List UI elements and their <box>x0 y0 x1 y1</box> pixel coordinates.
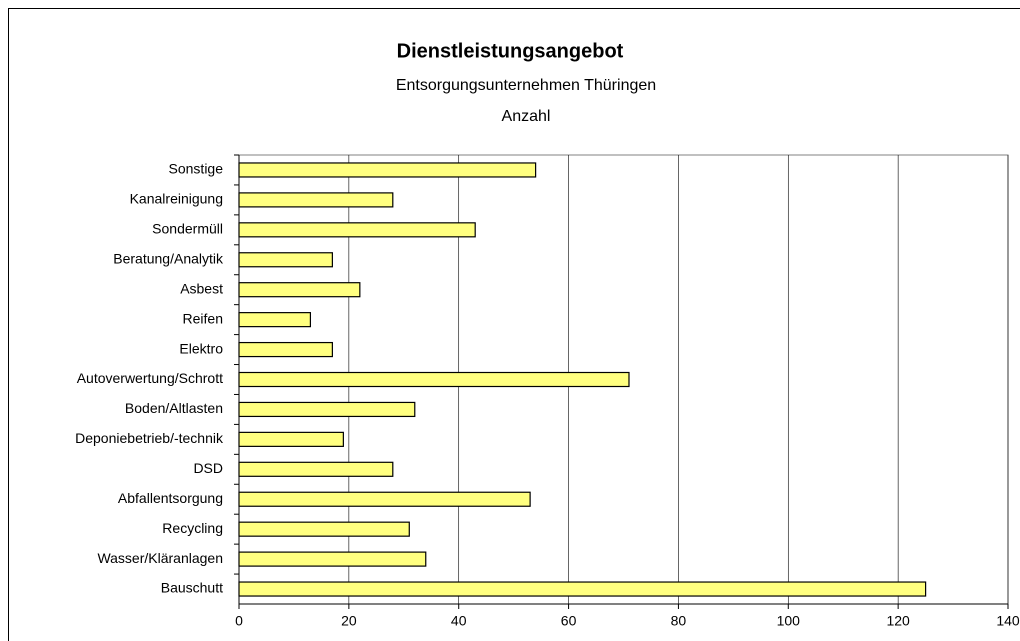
y-tick-label: DSD <box>193 460 223 476</box>
bar <box>238 192 394 208</box>
bar <box>238 581 927 597</box>
y-tick-label: Reifen <box>183 310 223 326</box>
y-tick-label: Beratung/Analytik <box>113 250 224 266</box>
bar <box>238 431 344 447</box>
x-tick-label: 80 <box>671 613 687 629</box>
bar <box>238 461 394 477</box>
x-tick-label: 60 <box>561 613 577 629</box>
x-tick-label: 120 <box>886 613 910 629</box>
bar <box>238 401 416 418</box>
y-tick-label: Boden/Altlasten <box>125 400 223 416</box>
y-tick-label: Kanalreinigung <box>130 191 223 207</box>
bar <box>238 521 410 537</box>
bar <box>238 282 361 298</box>
axis-label: Anzahl <box>502 108 551 125</box>
y-tick-label: Sonstige <box>169 161 224 177</box>
x-tick-label: 40 <box>451 613 467 629</box>
y-tick-label: Autoverwertung/Schrott <box>77 370 223 386</box>
y-tick-label: Wasser/Kläranlagen <box>97 550 223 566</box>
y-tick-label: Recycling <box>162 520 223 536</box>
bar <box>238 341 333 358</box>
x-tick-label: 20 <box>341 613 357 629</box>
y-tick-label: Sondermüll <box>152 221 223 237</box>
chart-subtitle: Entsorgungsunternehmen Thüringen <box>396 77 656 94</box>
x-tick-label: 0 <box>235 613 243 629</box>
bar <box>238 551 427 567</box>
bar <box>238 222 476 238</box>
y-tick-label: Elektro <box>179 340 223 356</box>
chart-title: Dienstleistungsangebot <box>397 40 624 62</box>
bar <box>238 162 537 178</box>
bar <box>238 491 531 507</box>
chart-frame <box>8 8 1020 641</box>
x-tick-label: 140 <box>996 613 1020 629</box>
bar <box>238 371 630 388</box>
x-tick-label: 100 <box>777 613 801 629</box>
y-tick-label: Asbest <box>180 280 223 296</box>
y-tick-label: Bauschutt <box>161 580 223 596</box>
bar <box>238 312 312 328</box>
bar <box>238 252 333 268</box>
y-tick-label: Deponiebetrieb/-technik <box>75 430 224 446</box>
y-tick-label: Abfallentsorgung <box>118 490 223 506</box>
